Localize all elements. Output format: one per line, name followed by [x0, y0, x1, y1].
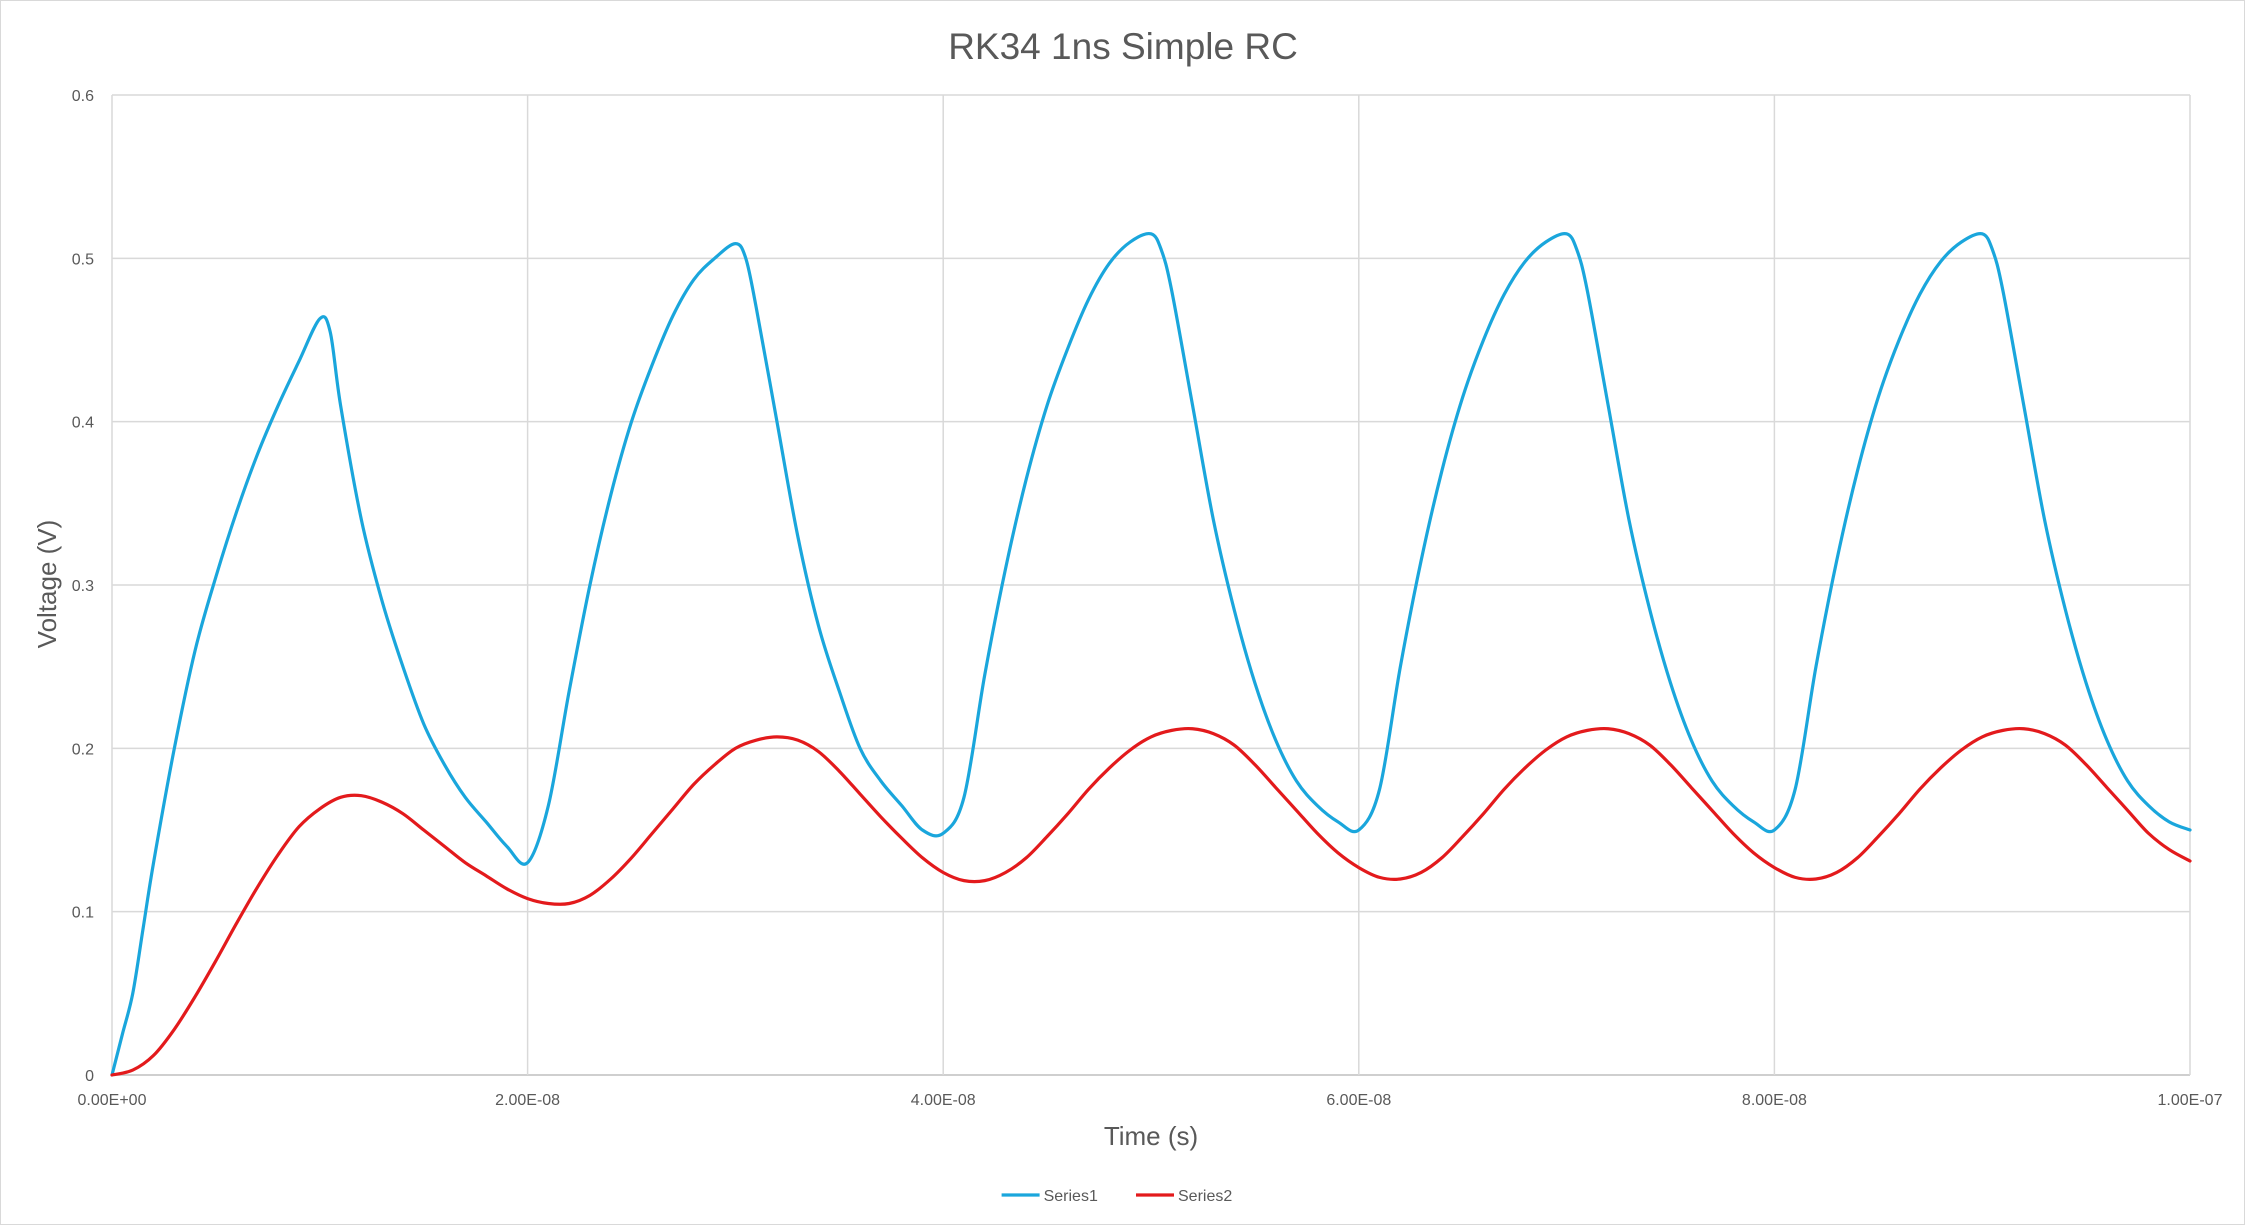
y-tick-label: 0.6	[72, 88, 94, 105]
x-axis-title: Time (s)	[1104, 1121, 1198, 1151]
y-tick-label: 0	[85, 1068, 94, 1085]
legend-label: Series2	[1178, 1188, 1232, 1205]
x-axis-ticks: 0.00E+00 2.00E-08 4.00E-08 6.00E-08 8.00E-08…	[78, 1092, 2223, 1109]
legend-item-2: Series2	[1136, 1188, 1232, 1205]
x-tick-label: 0.00E+00	[78, 1092, 147, 1109]
x-tick-label: 8.00E-08	[1742, 1092, 1807, 1109]
x-tick-label: 2.00E-08	[495, 1092, 560, 1109]
y-axis-title: Voltage (V)	[32, 520, 62, 649]
legend: Series1 Series2	[1001, 1188, 1232, 1205]
y-tick-label: 0.2	[72, 741, 94, 758]
y-tick-label: 0.1	[72, 905, 94, 922]
x-tick-label: 4.00E-08	[911, 1092, 976, 1109]
legend-label: Series1	[1044, 1188, 1098, 1205]
y-axis-ticks: 0 0.1 0.2 0.3 0.4 0.5 0.6	[72, 88, 94, 1085]
x-tick-label: 6.00E-08	[1326, 1092, 1391, 1109]
series-lines	[110, 231, 2192, 1077]
y-tick-label: 0.5	[72, 251, 94, 268]
x-tick-label: 1.00E-07	[2158, 1092, 2223, 1109]
y-tick-label: 0.3	[72, 578, 94, 595]
series-line-1	[110, 231, 2192, 1077]
y-tick-label: 0.4	[72, 415, 94, 432]
gridlines	[111, 94, 2191, 1076]
legend-item-1: Series1	[1001, 1188, 1098, 1205]
chart-title: RK34 1ns Simple RC	[948, 26, 1298, 67]
series-line-2	[110, 726, 2192, 1077]
